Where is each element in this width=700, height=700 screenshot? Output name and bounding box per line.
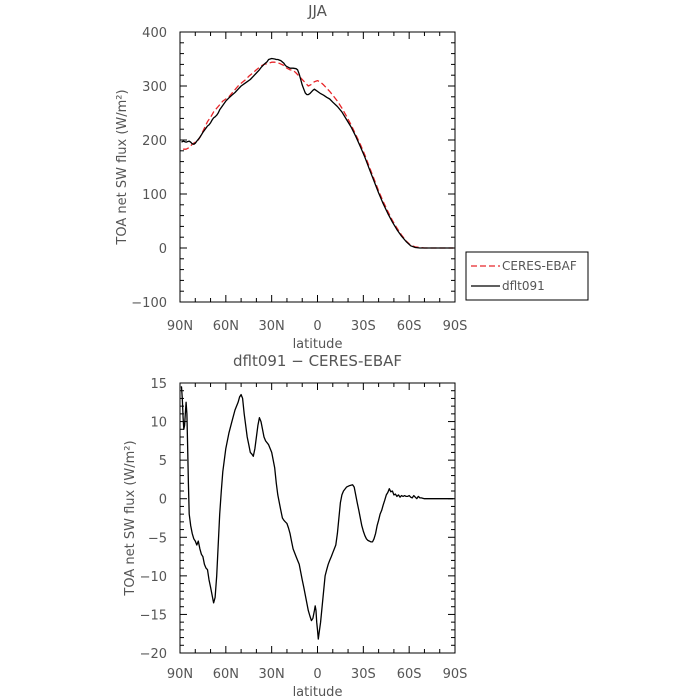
legend-box	[465, 251, 589, 301]
legend-label-0: CERES-EBAF	[502, 259, 577, 273]
x-axis-label: latitude	[293, 685, 343, 700]
y-axis-label: TOA net SW flux (W/m²)	[123, 440, 138, 596]
x-tick-label: 30N	[259, 667, 285, 682]
y-tick-label: 200	[142, 134, 167, 149]
bottom-panel: 90N 60N 30N 0 30S 60S 90S −20 −15 −10 −5 0 5 10 15 dflt…	[123, 352, 467, 700]
x-tick-label: 90S	[443, 319, 468, 334]
x-tick-label: 60S	[397, 667, 422, 682]
y-axis-label: TOA net SW flux (W/m²)	[115, 89, 130, 245]
chart-title: JJA	[307, 2, 328, 20]
x-axis-label: latitude	[293, 337, 343, 352]
x-tick-label: 90N	[167, 667, 193, 682]
y-tick-label: 0	[159, 242, 167, 257]
y-tick-label: −10	[140, 570, 167, 585]
x-tick-label: 30S	[351, 319, 376, 334]
series-line-0	[183, 61, 454, 249]
x-tick-label: 0	[313, 667, 321, 682]
x-tick-label: 90N	[167, 319, 193, 334]
legend: CERES-EBAF dflt091	[465, 251, 589, 301]
x-tick-label: 30N	[259, 319, 285, 334]
x-tick-label: 60N	[213, 667, 239, 682]
series-line-1	[181, 57, 454, 249]
y-tick-label: 300	[142, 80, 167, 95]
chart-title: dflt091 − CERES-EBAF	[233, 352, 402, 370]
x-tick-label: 30S	[351, 667, 376, 682]
x-tick-label: 60S	[397, 319, 422, 334]
y-tick-label: −15	[140, 608, 167, 623]
series-line-0	[180, 386, 454, 640]
y-tick-label: 100	[142, 188, 167, 203]
x-tick-label: 90S	[443, 667, 468, 682]
y-tick-label: −20	[140, 647, 167, 662]
plot-frame	[179, 31, 456, 303]
top-panel: 90N 60N 30N 0 30S 60S 90S −100 0 100 200 300 400 JJA l…	[115, 2, 589, 352]
x-tick-label: 60N	[213, 319, 239, 334]
legend-label-1: dflt091	[502, 279, 545, 293]
y-tick-label: 5	[159, 454, 167, 469]
y-tick-label: 15	[150, 377, 167, 392]
y-tick-label: 10	[150, 416, 167, 431]
x-tick-label: 0	[313, 319, 321, 334]
y-tick-label: −5	[148, 531, 167, 546]
plot-frame	[179, 382, 456, 654]
y-tick-label: 400	[142, 26, 167, 41]
y-tick-label: −100	[131, 296, 167, 311]
y-tick-label: 0	[159, 493, 167, 508]
